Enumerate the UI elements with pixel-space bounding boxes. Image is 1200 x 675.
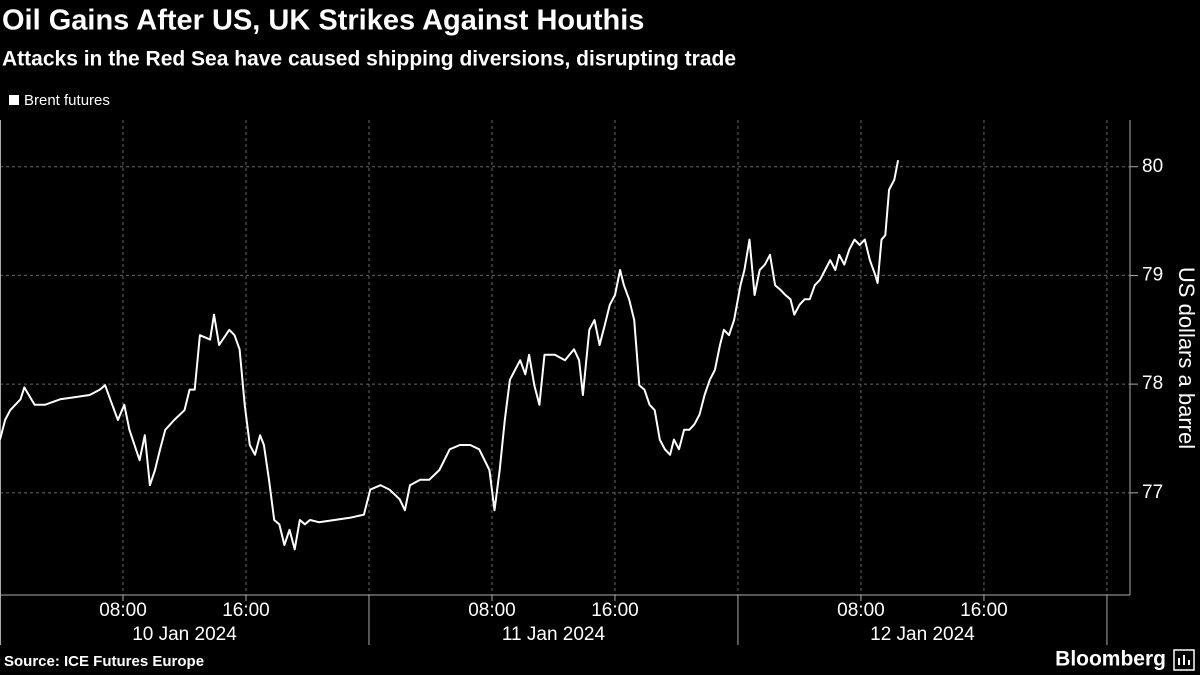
legend-label: Brent futures (24, 92, 110, 109)
x-tick-label: 16:00 (222, 600, 270, 621)
legend-swatch (9, 95, 19, 105)
chart-title: Oil Gains After US, UK Strikes Against H… (2, 5, 644, 37)
source: Source: ICE Futures Europe (4, 653, 204, 670)
y-tick-label: 79 (1142, 264, 1163, 285)
y-tick-label: 78 (1142, 373, 1163, 394)
brand: Bloomberg (1055, 648, 1166, 671)
series-line (0, 160, 900, 551)
x-date-label: 11 Jan 2024 (502, 624, 606, 645)
y-tick-label: 77 (1142, 482, 1163, 503)
x-tick-label: 08:00 (837, 600, 885, 621)
brand-icon-bars (1178, 655, 1190, 665)
x-tick-label: 08:00 (99, 600, 147, 621)
x-tick-label: 16:00 (960, 600, 1008, 621)
y-axis-label: US dollars a barrel (1174, 267, 1199, 449)
chart-subtitle: Attacks in the Red Sea have caused shipp… (2, 48, 736, 71)
x-date-label: 10 Jan 2024 (132, 624, 237, 645)
x-date-label: 12 Jan 2024 (870, 624, 975, 645)
x-tick-label: 16:00 (591, 600, 639, 621)
brand-icon (1173, 649, 1195, 671)
x-tick-label: 08:00 (468, 600, 516, 621)
y-tick-label: 80 (1142, 156, 1163, 177)
